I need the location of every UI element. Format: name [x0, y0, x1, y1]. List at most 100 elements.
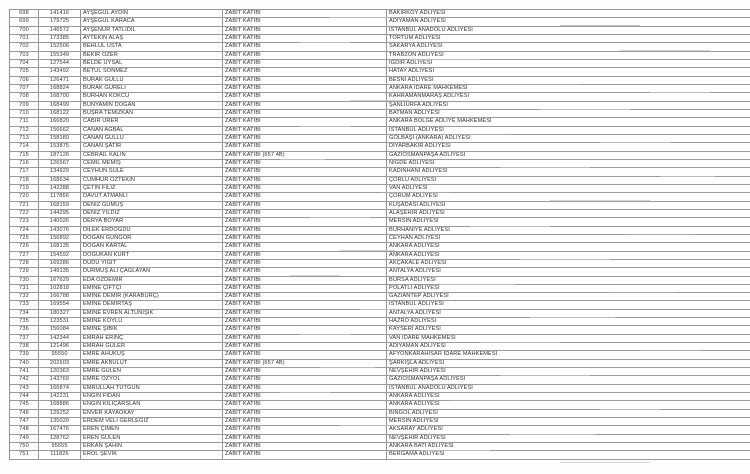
cell-row-number: 713 — [10, 134, 39, 143]
table-row: 747 135020 ERDEM VELİ GERLEGİZ ZABIT KATİBİ… — [10, 418, 750, 427]
cell-registry-number: 180327 — [39, 309, 81, 318]
cell-title: ZABIT KATİBİ — [223, 434, 387, 443]
cell-courthouse: SAKARYA ADLİYESİ — [389, 43, 443, 50]
cell-name: EDA ÖZDEMİR — [81, 276, 223, 284]
cell-courthouse: VAN İDARE MAHKEMESİ — [389, 334, 456, 341]
table-row: 734 180327 EMİNE EVREN ALTUNIŞIK ZABIT KATİ… — [10, 309, 750, 319]
table-row: 700 146572 AYŞENUR TATLIDİL ZABIT KATİBİ İST… — [10, 26, 750, 35]
table-row: 705 143492 BETÜL SÖNMEZ ZABIT KATİBİ HATAY A… — [10, 68, 750, 77]
cell-name: DİLEK ERDOĞDU — [81, 226, 223, 234]
cell-name: EMRAH GÜLER — [81, 343, 223, 351]
table-row: 727 154592 DOĞUKAN KURT ZABIT KATİBİ ANKARA … — [10, 251, 750, 260]
cell-courthouse: ANKARA BÖLGE ADLİYE MAHKEMESİ — [389, 118, 492, 125]
cell-row-number: 734 — [10, 309, 39, 318]
cell-name: CANAN AĞBAL — [81, 126, 223, 134]
cell-title: ZABIT KATİBİ — [223, 259, 387, 268]
cell-row-number: 703 — [10, 51, 39, 59]
cell-courthouse: ANKARA ADLİYESİ — [389, 401, 440, 408]
cell-registry-number: 152506 — [39, 43, 81, 51]
cell-registry-number: 169554 — [39, 301, 81, 309]
cell-registry-number: 168700 — [39, 93, 81, 101]
cell-registry-number: 111826 — [39, 451, 81, 459]
table-row: 716 126567 CEMİL MEMİŞ ZABIT KATİBİ NİĞDE AD… — [10, 159, 750, 169]
cell-courthouse: ADIYAMAN ADLİYESİ — [389, 343, 446, 350]
table-row: 740 202603 EMRE AKBULUT ZABIT KATİBİ (657 4… — [10, 359, 750, 369]
cell-name: AYŞEGÜL AYDIN — [81, 10, 223, 18]
table-row: 724 143076 DİLEK ERDOĞDU ZABIT KATİBİ BURHAN… — [10, 226, 750, 235]
cell-registry-number: 149135 — [39, 268, 81, 276]
cell-title: ZABIT KATİBİ — [223, 368, 387, 376]
cell-title: ZABIT KATİBİ — [223, 293, 387, 301]
cell-registry-number: 156662 — [39, 126, 81, 134]
cell-row-number: 702 — [10, 43, 39, 51]
cell-name: AYTEKİN ALAŞ — [81, 34, 223, 43]
cell-title: ZABIT KATİBİ — [223, 418, 387, 426]
cell-registry-number: 168824 — [39, 84, 81, 93]
cell-courthouse: AFYONKARAHİSAR İDARE MAHKEMESİ — [389, 351, 498, 358]
cell-name: BÜNYAMİN DOĞAN — [81, 101, 223, 109]
cell-courthouse: NİĞDE ADLİYESİ — [389, 159, 435, 166]
cell-row-number: 699 — [10, 18, 39, 26]
cell-courthouse: BURSA ADLİYESİ — [389, 276, 436, 283]
table-row: 699 179725 AYŞEGÜL KARACA ZABIT KATİBİ ADIYA… — [10, 18, 750, 27]
cell-title: ZABIT KATİBİ — [223, 318, 387, 326]
cell-title: ZABIT KATİBİ — [223, 193, 387, 201]
cell-registry-number: 117866 — [39, 193, 81, 201]
cell-name: ERKAN ŞAHİN — [81, 443, 223, 451]
cell-name: EREN GÜLEN — [81, 434, 223, 443]
cell-row-number: 711 — [10, 118, 39, 126]
cell-row-number: 698 — [10, 10, 39, 18]
cell-registry-number: 166874 — [39, 384, 81, 393]
cell-title: ZABIT KATİBİ — [223, 309, 387, 318]
cell-courthouse: HAZRO ADLİYESİ — [389, 318, 437, 325]
table-row: 732 166788 EMİNE DEMİR (KARABURÇ) ZABIT KAT… — [10, 293, 750, 302]
table-row: 751 111826 EROL ŞEVİK ZABIT KATİBİ BERGAMA A… — [10, 451, 750, 460]
cell-title: ZABIT KATİBİ — [223, 276, 387, 284]
cell-name: EMRAH ERİNÇ — [81, 334, 223, 343]
cell-name: EMİNE ÇİFTÇİ — [81, 284, 223, 293]
cell-name: BELDE UYSAL — [81, 59, 223, 68]
cell-courthouse: BİNGÖL ADLİYESİ — [389, 409, 438, 416]
cell-registry-number: 155349 — [39, 51, 81, 59]
cell-registry-number: 166820 — [39, 118, 81, 126]
table-row: 746 129252 ENVER KAYAOKAY ZABIT KATİBİ BİNGÖ… — [10, 409, 750, 419]
table-row: 703 155349 BEKİR ÖZER ZABIT KATİBİ TRABZON A… — [10, 51, 750, 60]
cell-registry-number: 143076 — [39, 226, 81, 234]
cell-courthouse: BATMAN ADLİYESİ — [389, 109, 440, 116]
cell-row-number: 728 — [10, 259, 39, 268]
cell-row-number: 700 — [10, 26, 39, 34]
table-row: 719 142288 ÇETİN FİLİZ ZABIT KATİBİ VAN ADLİ… — [10, 184, 750, 194]
cell-title: ZABIT KATİBİ — [223, 93, 387, 101]
cell-registry-number: 142288 — [39, 184, 81, 193]
cell-courthouse: BURHANİYE ADLİYESİ — [389, 226, 450, 233]
cell-registry-number: 142231 — [39, 393, 81, 401]
cell-registry-number: 141416 — [39, 10, 81, 18]
cell-row-number: 709 — [10, 101, 39, 109]
cell-row-number: 732 — [10, 293, 39, 301]
table-row: 750 95655 ERKAN ŞAHİN ZABIT KATİBİ ANKARA BA… — [10, 443, 750, 452]
cell-name: CEMİL MEMİŞ — [81, 159, 223, 168]
cell-name: EMİNE DEMİRTAŞ — [81, 301, 223, 309]
cell-row-number: 707 — [10, 84, 39, 93]
cell-courthouse: İSTANBUL ADLİYESİ — [389, 126, 444, 133]
cell-courthouse: POLATLI ADLİYESİ — [389, 284, 440, 291]
cell-title: ZABIT KATİBİ — [223, 226, 387, 234]
cell-row-number: 718 — [10, 176, 39, 184]
cell-registry-number: 168499 — [39, 101, 81, 109]
table-row: 718 168634 CUMHUR ÖZTEKİN ZABIT KATİBİ ÇORLU… — [10, 176, 750, 185]
cell-name: EMRE AHUKUŞ — [81, 351, 223, 359]
table-row: 729 149135 DURMUŞ ALİ ÇAĞLAYAN ZABIT KATİBİ… — [10, 268, 750, 277]
cell-courthouse: GÖLBAŞI (ANKARA) ADLİYESİ — [389, 134, 471, 141]
cell-row-number: 750 — [10, 443, 39, 451]
cell-courthouse: ANTALYA ADLİYESİ — [389, 309, 441, 316]
cell-courthouse: İSTANBUL ANADOLU ADLİYESİ — [389, 384, 473, 391]
cell-title: ZABIT KATİBİ — [223, 384, 387, 393]
cell-registry-number: 95550 — [39, 351, 81, 359]
cell-row-number: 746 — [10, 409, 39, 418]
cell-title: ZABIT KATİBİ — [223, 393, 387, 401]
cell-name: AYŞENUR TATLIDİL — [81, 26, 223, 34]
table-row: 713 158189 CANAN GÜLLÜ ZABIT KATİBİ GÖLBAŞI … — [10, 134, 750, 144]
cell-title: ZABIT KATİBİ — [223, 409, 387, 418]
cell-name: EMİNE EVREN ALTUNIŞIK — [81, 309, 223, 318]
cell-courthouse: ŞANLIURFA ADLİYESİ — [389, 101, 449, 108]
